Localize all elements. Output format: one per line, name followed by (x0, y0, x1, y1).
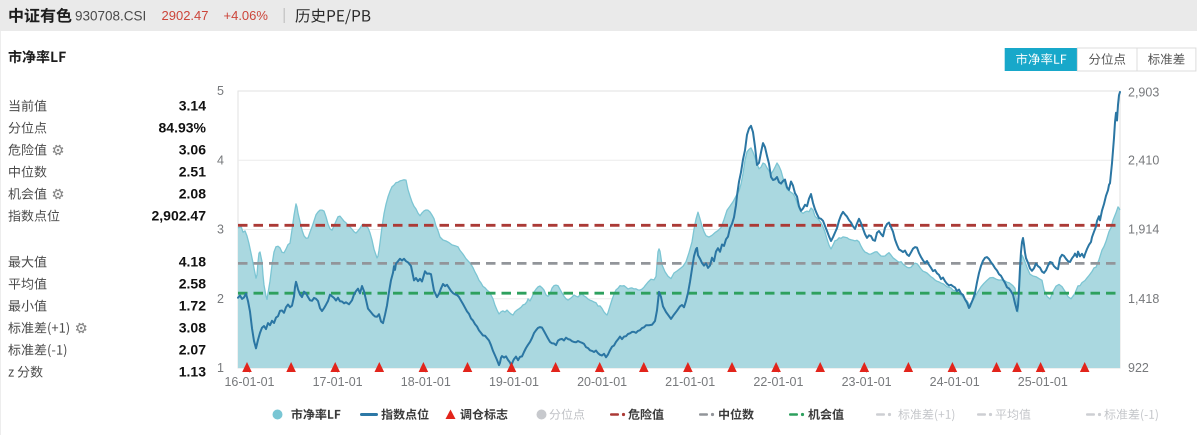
svg-text:23-01-01: 23-01-01 (842, 375, 892, 389)
svg-text:1,418: 1,418 (1128, 292, 1159, 306)
svg-text:4: 4 (217, 153, 224, 167)
svg-text:3.14: 3.14 (179, 98, 206, 114)
svg-text:4.18: 4.18 (179, 254, 206, 270)
svg-text:17-01-01: 17-01-01 (313, 375, 363, 389)
svg-text:20-01-01: 20-01-01 (577, 375, 627, 389)
svg-text:25-01-01: 25-01-01 (1018, 375, 1068, 389)
svg-text:1.13: 1.13 (179, 364, 206, 380)
svg-text:+4.06%: +4.06% (224, 8, 269, 23)
svg-text:2,410: 2,410 (1128, 153, 1159, 167)
svg-text:19-01-01: 19-01-01 (489, 375, 539, 389)
svg-text:24-01-01: 24-01-01 (930, 375, 980, 389)
svg-text:3.08: 3.08 (179, 320, 206, 336)
svg-text:16-01-01: 16-01-01 (224, 375, 274, 389)
svg-text:3.06: 3.06 (179, 142, 206, 158)
svg-text:2.08: 2.08 (179, 186, 206, 202)
svg-text:1,914: 1,914 (1128, 223, 1159, 237)
svg-text:2: 2 (217, 292, 224, 306)
svg-text:2.58: 2.58 (179, 276, 206, 292)
svg-text:5: 5 (217, 84, 224, 98)
svg-text:2.51: 2.51 (179, 164, 206, 180)
svg-text:2902.47: 2902.47 (162, 8, 209, 23)
svg-text:2.07: 2.07 (179, 342, 206, 358)
svg-text:1.72: 1.72 (179, 298, 206, 314)
svg-text:18-01-01: 18-01-01 (401, 375, 451, 389)
svg-text:3: 3 (217, 223, 224, 237)
svg-text:930708.CSI: 930708.CSI (75, 9, 146, 24)
svg-text:21-01-01: 21-01-01 (665, 375, 715, 389)
svg-text:22-01-01: 22-01-01 (753, 375, 803, 389)
svg-text:2,902.47: 2,902.47 (152, 208, 207, 224)
svg-text:922: 922 (1128, 361, 1149, 375)
svg-text:1: 1 (217, 361, 224, 375)
svg-text:2,903: 2,903 (1128, 86, 1159, 100)
svg-text:84.93%: 84.93% (159, 120, 207, 136)
